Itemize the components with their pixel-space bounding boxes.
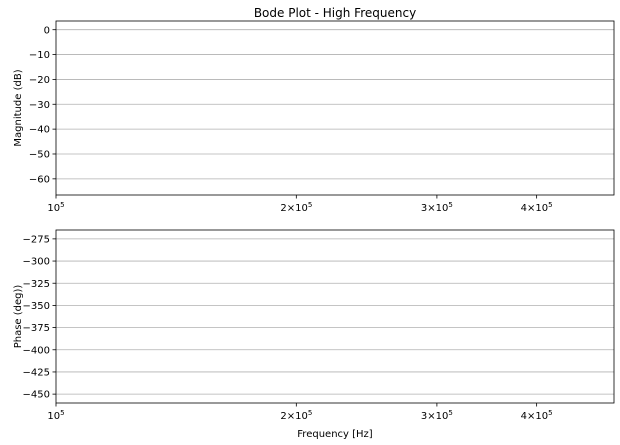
phase-xtick-label: 3×105 xyxy=(421,409,453,422)
phase-ytick-label: −275 xyxy=(23,234,50,245)
magnitude-ytick-label: −40 xyxy=(29,125,50,136)
magnitude-ytick-label: −30 xyxy=(29,100,50,111)
magnitude-y-axis-label: Magnitude (dB) xyxy=(13,69,24,146)
phase-ytick-label: −325 xyxy=(23,279,50,290)
phase-ytick-label: −375 xyxy=(23,323,50,334)
phase-ytick-label: −400 xyxy=(23,345,50,356)
magnitude-axes: 0 −10 −20 −30 −40 −50 −60 105 2×105 3×105 4×105 Mag… xyxy=(13,20,615,214)
magnitude-xtick-label: 4×105 xyxy=(521,201,553,214)
magnitude-xtick-label: 3×105 xyxy=(421,201,453,214)
magnitude-ytick-label: −10 xyxy=(29,50,50,61)
phase-ytick-label: −300 xyxy=(23,257,50,268)
figure-title: Bode Plot - High Frequency xyxy=(254,6,416,20)
phase-y-axis-label: Phase (deg)) xyxy=(13,285,24,349)
phase-ytick-label: −450 xyxy=(23,390,50,401)
magnitude-ytick-label: −60 xyxy=(29,174,50,185)
phase-ytick-label: −425 xyxy=(23,368,50,379)
magnitude-ytick-label: −20 xyxy=(29,75,50,86)
magnitude-plot-frame xyxy=(55,20,615,196)
phase-xtick-label: 4×105 xyxy=(521,409,553,422)
magnitude-xtick-label: 105 xyxy=(47,201,64,214)
phase-x-axis-label: Frequency [Hz] xyxy=(297,429,373,440)
magnitude-ytick-label: −50 xyxy=(29,150,50,161)
phase-ytick-label: −350 xyxy=(23,301,50,312)
phase-axes: −275 −300 −325 −350 −375 −400 −425 −450 105 2×105… xyxy=(13,229,615,440)
magnitude-ytick-label: 0 xyxy=(44,25,50,36)
magnitude-xtick-label: 2×105 xyxy=(280,201,312,214)
phase-plot-frame xyxy=(55,229,615,404)
phase-xtick-label: 105 xyxy=(47,409,64,422)
phase-xtick-label: 2×105 xyxy=(280,409,312,422)
